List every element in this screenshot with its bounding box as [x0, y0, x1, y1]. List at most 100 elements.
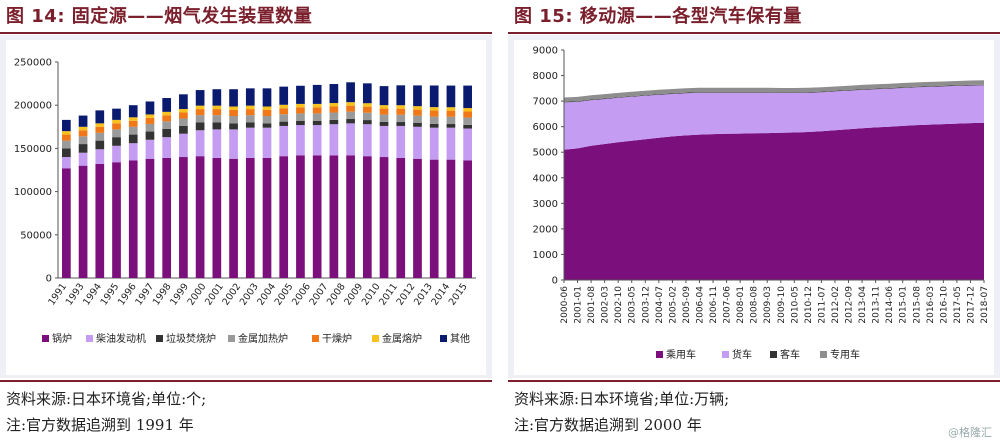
left-bar-segment: [429, 123, 439, 128]
left-bar-segment: [362, 120, 372, 125]
left-bar-segment: [229, 89, 238, 107]
left-bar-segment: [95, 149, 105, 164]
right-legend-label: 客车: [780, 348, 800, 361]
left-bar-segment: [279, 104, 289, 109]
left-bar-segment: [262, 88, 272, 107]
left-bar-segment: [379, 121, 389, 126]
left-chart-box: 0 50000 100000 150000 200000 250000 1991 1993 19…: [6, 40, 486, 375]
right-x-tick-label: 2008-08: [750, 286, 760, 324]
left-bar-segment: [346, 111, 355, 120]
right-x-tick-label: 2005-09: [682, 286, 692, 324]
right-x-tick-label: 2011-07: [817, 286, 827, 324]
right-y-tick-label: 4000: [533, 173, 558, 184]
left-bar-segment: [112, 123, 121, 130]
right-x-tick-label: 2009-10: [777, 286, 787, 324]
left-bar-segment: [179, 94, 188, 110]
left-bar-segment: [128, 143, 138, 161]
left-bar-segment: [195, 122, 205, 131]
right-x-tick-label: 2005-02: [668, 286, 678, 324]
left-bar-segment: [329, 119, 339, 125]
left-bar-segment: [95, 123, 105, 127]
left-bar-segment: [362, 124, 372, 157]
right-x-tick-label: 2004-07: [655, 286, 665, 324]
left-bar-segment: [212, 105, 222, 110]
left-y-tick-label: 200000: [14, 101, 52, 112]
left-bar-segment: [162, 115, 172, 122]
right-x-tick-label: 2001-01: [574, 286, 584, 324]
left-bar-segment: [346, 119, 355, 124]
left-bar-segment: [179, 125, 188, 134]
left-bar-segment: [296, 155, 305, 278]
left-bar-segment: [162, 137, 172, 158]
left-bar-segment: [145, 114, 155, 118]
left-bar-segment: [145, 139, 155, 159]
left-bar-segment: [128, 126, 138, 135]
left-bar-segment: [212, 129, 222, 158]
left-bar-segment: [229, 109, 238, 116]
left-bar-segment: [413, 106, 422, 110]
right-x-tick-label: 2006-11: [709, 286, 719, 324]
left-bar-segment: [296, 103, 305, 108]
right-x-tick-label: 2000-06: [560, 286, 570, 324]
left-bar-segment: [413, 122, 422, 127]
left-bar-segment: [195, 109, 205, 116]
right-legend-swatch: [820, 351, 827, 358]
left-legend-swatch: [372, 335, 379, 342]
right-x-tick-label: 2001-08: [587, 286, 597, 324]
right-area-series: [564, 122, 984, 280]
left-bar-segment: [429, 116, 439, 124]
left-bar-segment: [396, 122, 406, 126]
left-bar-segment: [262, 109, 272, 116]
left-bar-segment: [112, 119, 121, 124]
right-x-tick-label: 2009-03: [763, 286, 773, 324]
right-y-tick-label: 0: [552, 276, 558, 287]
left-legend-swatch: [42, 335, 49, 342]
left-bar-segment: [379, 105, 389, 109]
left-bar-segment: [78, 126, 88, 131]
left-bar-segment: [446, 159, 456, 278]
left-bar-segment: [262, 157, 272, 278]
right-x-tick-label: 2017-12: [966, 286, 976, 324]
left-bar-segment: [245, 115, 255, 123]
right-footer-rule: [508, 380, 1000, 382]
right-chart: 0 1000 2000 3000 4000 5000 6000 7000 8000 9000 200…: [533, 46, 990, 362]
left-bar-segment: [346, 102, 355, 106]
left-bar-segment: [463, 111, 472, 118]
left-title-rule: [0, 32, 492, 34]
left-bar-segment: [346, 123, 355, 156]
left-bar-segment: [128, 134, 138, 144]
left-bar-segment: [229, 106, 238, 110]
left-bar-segment: [379, 86, 389, 106]
left-legend-label: 金属加热炉: [238, 332, 288, 345]
left-bar-segment: [128, 105, 138, 118]
right-x-tick-label: 2013-04: [858, 286, 868, 324]
left-bar-segment: [379, 125, 389, 158]
left-legend-label: 干燥炉: [322, 333, 352, 345]
left-bar-segment: [312, 120, 322, 126]
left-bar-segment: [112, 145, 121, 163]
left-panel: 图 14: 固定源——烟气发生装置数量 0 50000 100000 150000 20…: [0, 0, 492, 444]
left-bar-segment: [446, 116, 456, 125]
left-bar-segment: [396, 157, 406, 278]
left-bar-segment: [279, 121, 289, 126]
right-x-tick-label: 2003-05: [628, 286, 638, 324]
right-x-tick-label: 2010-05: [790, 286, 800, 324]
right-chart-box: 0 1000 2000 3000 4000 5000 6000 7000 8000 9000 200…: [514, 40, 994, 375]
right-panel: 图 15: 移动源——各型汽车保有量 0 1000 2000 3000 4000 5000…: [508, 0, 1000, 444]
left-bar-segment: [212, 122, 222, 130]
left-bar-segment: [128, 120, 138, 127]
right-x-tick-label: 2016-10: [939, 286, 949, 324]
left-bar-segment: [429, 110, 439, 117]
left-bar-segment: [95, 140, 105, 150]
right-legend-label: 乘用车: [666, 348, 696, 361]
left-bar-segment: [413, 158, 422, 278]
left-bar-segment: [229, 129, 238, 159]
left-bar-segment: [179, 133, 188, 158]
right-y-tick-label: 1000: [533, 250, 558, 261]
right-source-note: 资料来源:日本环境省;单位:万辆;: [514, 390, 730, 408]
right-y-tick-label: 8000: [533, 71, 558, 82]
left-bar-segment: [346, 82, 355, 103]
left-bar-segment: [396, 108, 406, 115]
left-bar-segment: [329, 106, 339, 113]
left-bar-segment: [312, 103, 322, 108]
